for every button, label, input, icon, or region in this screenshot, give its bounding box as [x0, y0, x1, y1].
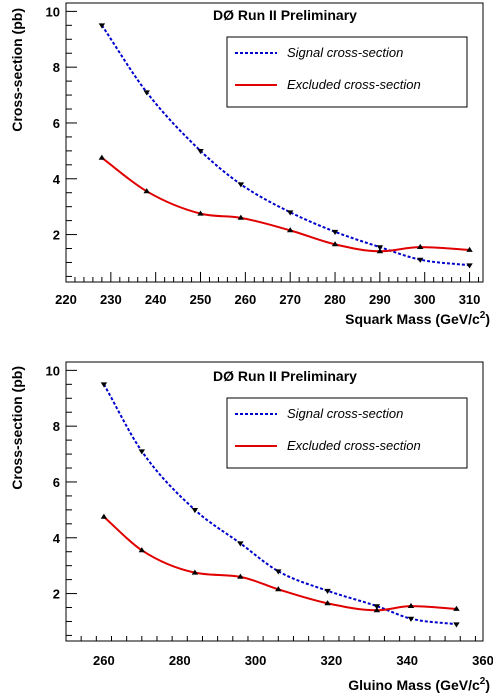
x-axis: 220 230 240 250 260 270 280 290 300 310: [55, 272, 480, 307]
legend-excluded-label: Excluded cross-section: [287, 77, 421, 92]
x-tick-label: 240: [145, 292, 167, 307]
y-tick-label: 4: [53, 172, 61, 187]
data-point: [98, 23, 106, 29]
data-point: [197, 148, 204, 155]
chart-title: DØ Run II Preliminary: [213, 368, 357, 384]
series-layer: [100, 382, 460, 628]
x-tick-label: 320: [321, 653, 343, 668]
data-point: [100, 513, 108, 519]
y-tick-label: 8: [53, 419, 60, 434]
legend-box: [226, 397, 468, 469]
x-tick-label: 250: [190, 292, 212, 307]
x-tick-label: 300: [245, 653, 267, 668]
data-point: [286, 210, 294, 216]
y-tick-label: 2: [53, 587, 60, 602]
data-point: [237, 541, 244, 547]
data-point: [466, 263, 473, 269]
legend: Signal cross-section Excluded cross-sect…: [226, 397, 468, 469]
y-tick-label: 10: [46, 4, 60, 19]
data-point: [453, 605, 460, 611]
x-tick-label: 290: [369, 292, 391, 307]
y-tick-label: 6: [53, 475, 60, 490]
data-point: [275, 569, 282, 575]
data-point: [100, 382, 108, 388]
x-axis-title-main: Gluino Mass (GeV/c: [348, 677, 480, 693]
data-point: [143, 188, 150, 194]
data-point: [286, 227, 294, 233]
data-point: [138, 547, 146, 553]
y-tick-label: 10: [46, 363, 60, 378]
legend-box: [226, 36, 468, 108]
data-point: [453, 622, 460, 628]
data-point: [417, 257, 424, 263]
x-tick-label: 270: [279, 292, 301, 307]
x-axis-title-close: ): [485, 311, 490, 327]
data-point: [407, 602, 415, 609]
legend-signal-label: Signal cross-section: [287, 406, 403, 421]
gluino-mass-chart: 260 280 300 320 340 360 2 4 6 8 10 DØ Run II Prel…: [9, 361, 493, 693]
data-point: [324, 600, 331, 606]
data-point: [331, 241, 339, 247]
legend: Signal cross-section Excluded cross-sect…: [226, 36, 468, 108]
data-point: [143, 90, 150, 96]
x-axis-title-close: ): [485, 677, 490, 693]
data-point: [275, 586, 282, 592]
squark-mass-chart: 220 230 240 250 260 270 280 290 300 310 2 4 6 8 10 DØ…: [9, 2, 490, 327]
data-point: [191, 507, 199, 514]
x-tick-label: 260: [235, 292, 257, 307]
x-tick-label: 220: [55, 292, 77, 307]
x-tick-label: 230: [100, 292, 122, 307]
data-point: [138, 449, 146, 455]
data-point: [417, 243, 424, 250]
data-point: [373, 607, 381, 613]
x-axis-title: Squark Mass (GeV/c2): [345, 310, 490, 327]
x-tick-label: 260: [93, 653, 115, 668]
x-tick-label: 280: [169, 653, 191, 668]
x-tick-label: 280: [324, 292, 346, 307]
y-tick-label: 2: [53, 228, 60, 243]
x-tick-label: 310: [459, 292, 481, 307]
y-axis-title: Cross-section (pb): [9, 366, 25, 490]
data-point: [331, 229, 339, 235]
plot-frame: [65, 2, 484, 283]
x-tick-label: 300: [414, 292, 436, 307]
series-layer: [98, 23, 473, 269]
y-tick-label: 6: [53, 116, 60, 131]
data-point: [376, 245, 384, 251]
data-point: [373, 604, 381, 610]
y-axis: 2 4 6 8 10: [46, 4, 77, 277]
series-line-signal: [101, 24, 470, 267]
data-point: [407, 616, 415, 622]
x-axis-title-superscript: 2: [480, 676, 486, 687]
data-point: [191, 569, 199, 575]
y-tick-label: 8: [53, 60, 60, 75]
plot-frame: [65, 361, 484, 642]
x-tick-label: 360: [472, 653, 493, 668]
data-point: [237, 214, 245, 220]
x-axis: 260 280 300 320 340 360: [65, 636, 493, 668]
x-axis-title: Gluino Mass (GeV/c2): [348, 676, 490, 693]
data-point: [376, 248, 384, 254]
legend-signal-label: Signal cross-section: [287, 45, 403, 60]
y-axis-title: Cross-section (pb): [9, 8, 25, 132]
x-axis-title-main: Squark Mass (GeV/c: [345, 311, 480, 327]
data-point: [324, 588, 331, 594]
y-axis: 2 4 6 8 10: [46, 363, 77, 636]
data-point: [466, 246, 473, 252]
x-tick-label: 340: [396, 653, 418, 668]
data-point: [98, 154, 106, 160]
data-point: [197, 210, 204, 216]
y-tick-label: 4: [53, 531, 61, 546]
legend-excluded-label: Excluded cross-section: [287, 438, 421, 453]
x-axis-title-superscript: 2: [480, 310, 486, 321]
data-point: [237, 182, 245, 188]
data-point: [237, 573, 244, 579]
chart-title: DØ Run II Preliminary: [213, 7, 357, 23]
